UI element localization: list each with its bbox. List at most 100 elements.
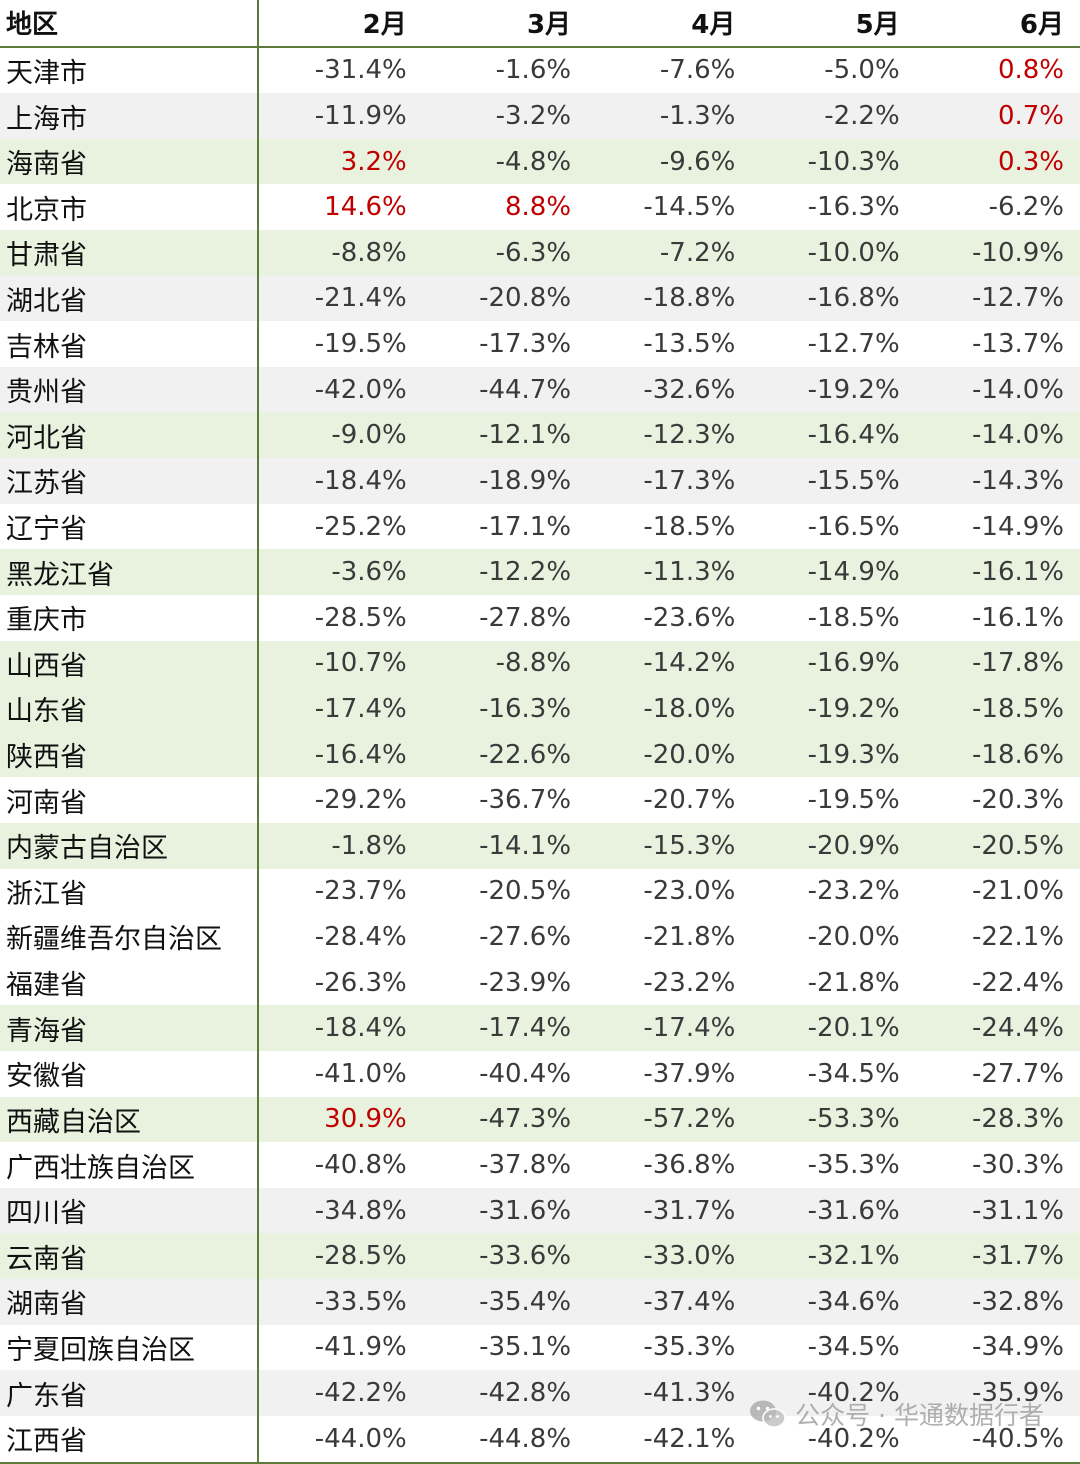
- value-cell-jun: -30.3%: [972, 1150, 1064, 1181]
- value-cell-apr: -23.2%: [643, 967, 736, 998]
- table-row: 黑龙江省 -3.6% -12.2% -11.3% -14.9% -16.1%: [0, 549, 1080, 595]
- value-cell-feb: -11.9%: [314, 101, 407, 132]
- value-cell-jun: -20.5%: [972, 830, 1064, 861]
- column-header-apr: 4月: [587, 0, 752, 48]
- value-cell-mar: -27.8%: [479, 602, 572, 633]
- value-cell-jun: -12.7%: [972, 283, 1064, 314]
- table-row: 河南省 -29.2% -36.7% -20.7% -19.5% -20.3%: [0, 777, 1080, 823]
- value-cell-may: -2.2%: [824, 101, 900, 132]
- region-cell: 广东省: [0, 1370, 260, 1416]
- value-cell-feb: -3.6%: [331, 557, 407, 588]
- value-cell-feb: -41.0%: [314, 1058, 407, 1089]
- table-row: 广东省 -42.2% -42.8% -41.3% -40.2% -35.9%: [0, 1370, 1080, 1416]
- value-cell-feb: -29.2%: [314, 785, 407, 816]
- value-cell-feb: -8.8%: [331, 237, 407, 268]
- value-cell-jun: -31.7%: [972, 1241, 1064, 1272]
- value-cell-feb: -18.4%: [314, 465, 407, 496]
- value-cell-mar: -36.7%: [479, 785, 572, 816]
- value-cell-apr: -20.7%: [643, 785, 736, 816]
- value-cell-apr: -14.5%: [643, 192, 736, 223]
- region-cell: 海南省: [0, 138, 260, 185]
- value-cell-jun: -27.7%: [972, 1058, 1064, 1089]
- table-row: 青海省 -18.4% -17.4% -17.4% -20.1% -24.4%: [0, 1005, 1080, 1052]
- table-row: 海南省 3.2% -4.8% -9.6% -10.3% 0.3%: [0, 138, 1080, 185]
- value-cell-jun: -13.7%: [972, 329, 1064, 360]
- value-cell-may: -16.4%: [807, 420, 900, 451]
- value-cell-apr: -15.3%: [643, 830, 736, 861]
- value-cell-feb: -23.7%: [314, 876, 407, 907]
- value-cell-may: -20.1%: [807, 1013, 900, 1044]
- value-cell-may: -35.3%: [807, 1150, 900, 1181]
- value-cell-apr: -41.3%: [643, 1378, 736, 1409]
- table-row: 辽宁省 -25.2% -17.1% -18.5% -16.5% -14.9%: [0, 503, 1080, 550]
- column-header-mar: 3月: [422, 0, 588, 48]
- value-cell-mar: -35.4%: [479, 1286, 572, 1317]
- region-cell: 河南省: [0, 777, 260, 823]
- value-cell-feb: -21.4%: [314, 283, 407, 314]
- value-cell-jun: -28.3%: [972, 1104, 1064, 1135]
- table-row: 天津市 -31.4% -1.6% -7.6% -5.0% 0.8%: [0, 46, 1080, 94]
- value-cell-may: -40.2%: [751, 1415, 916, 1464]
- region-cell: 甘肃省: [0, 230, 260, 276]
- value-cell-apr: -37.9%: [643, 1058, 736, 1089]
- table-row: 山东省 -17.4% -16.3% -18.0% -19.2% -18.5%: [0, 686, 1080, 732]
- value-cell-feb: -10.7%: [314, 648, 407, 679]
- table-row: 四川省 -34.8% -31.6% -31.7% -31.6% -31.1%: [0, 1187, 1080, 1234]
- value-cell-jun: -10.9%: [972, 237, 1064, 268]
- table-row: 内蒙古自治区 -1.8% -14.1% -15.3% -20.9% -20.5%: [0, 822, 1080, 869]
- value-cell-feb: -25.2%: [314, 511, 407, 542]
- value-cell-feb: -1.8%: [331, 830, 407, 861]
- value-cell-feb: -9.0%: [331, 420, 407, 451]
- value-cell-may: -10.3%: [807, 146, 900, 177]
- value-cell-mar: -17.1%: [479, 511, 572, 542]
- value-cell-may: -10.0%: [807, 237, 900, 268]
- value-cell-may: -34.5%: [807, 1058, 900, 1089]
- value-cell-mar: -16.3%: [479, 693, 572, 724]
- value-cell-feb: -28.4%: [314, 921, 407, 952]
- value-cell-may: -21.8%: [807, 967, 900, 998]
- value-cell-apr: -12.3%: [643, 420, 736, 451]
- column-header-may: 5月: [751, 0, 916, 48]
- value-cell-mar: -35.1%: [479, 1332, 572, 1363]
- table-row: 贵州省 -42.0% -44.7% -32.6% -19.2% -14.0%: [0, 366, 1080, 413]
- column-header-feb: 2月: [258, 0, 423, 48]
- value-cell-mar: -22.6%: [479, 739, 572, 770]
- value-cell-jun: -20.3%: [972, 785, 1064, 816]
- table-row: 河北省 -9.0% -12.1% -12.3% -16.4% -14.0%: [0, 412, 1080, 459]
- value-cell-jun: -14.9%: [972, 511, 1064, 542]
- region-cell: 云南省: [0, 1233, 260, 1280]
- value-cell-apr: -32.6%: [643, 374, 736, 405]
- value-cell-apr: -18.8%: [643, 283, 736, 314]
- value-cell-may: -40.2%: [807, 1378, 900, 1409]
- value-cell-mar: -6.3%: [495, 237, 572, 268]
- value-cell-feb: -34.8%: [314, 1195, 407, 1226]
- column-header-jun: 6月: [915, 0, 1080, 48]
- table-body: 天津市 -31.4% -1.6% -7.6% -5.0% 0.8% 上海市 -11.9% -3.…: [0, 46, 1080, 1464]
- value-cell-apr: -36.8%: [643, 1150, 736, 1181]
- table-row: 安徽省 -41.0% -40.4% -37.9% -34.5% -27.7%: [0, 1051, 1080, 1097]
- value-cell-feb: -18.4%: [314, 1013, 407, 1044]
- value-cell-jun: -40.5%: [915, 1415, 1080, 1464]
- value-cell-mar: -14.1%: [479, 830, 572, 861]
- value-cell-may: -20.0%: [807, 921, 900, 952]
- value-cell-jun: -21.0%: [972, 876, 1064, 907]
- value-cell-may: -53.3%: [807, 1104, 900, 1135]
- region-cell: 江西省: [0, 1415, 260, 1464]
- region-cell: 山西省: [0, 640, 260, 687]
- table-row: 江西省 -44.0% -44.8% -42.1% -40.2% -40.5%: [0, 1415, 1080, 1464]
- value-cell-jun: -14.3%: [972, 465, 1064, 496]
- value-cell-feb: -44.0%: [258, 1415, 423, 1464]
- value-cell-feb: -40.8%: [314, 1150, 407, 1181]
- region-cell: 安徽省: [0, 1051, 260, 1097]
- value-cell-apr: -23.6%: [643, 602, 736, 633]
- value-cell-mar: -8.8%: [495, 648, 572, 679]
- table-row: 江苏省 -18.4% -18.9% -17.3% -15.5% -14.3%: [0, 458, 1080, 504]
- value-cell-may: -19.2%: [807, 374, 900, 405]
- value-cell-feb: -19.5%: [314, 329, 407, 360]
- value-cell-apr: -14.2%: [643, 648, 736, 679]
- value-cell-mar: -17.3%: [479, 329, 572, 360]
- region-cell: 宁夏回族自治区: [0, 1324, 260, 1371]
- value-cell-mar: -31.6%: [479, 1195, 572, 1226]
- value-cell-jun: 0.7%: [997, 101, 1064, 132]
